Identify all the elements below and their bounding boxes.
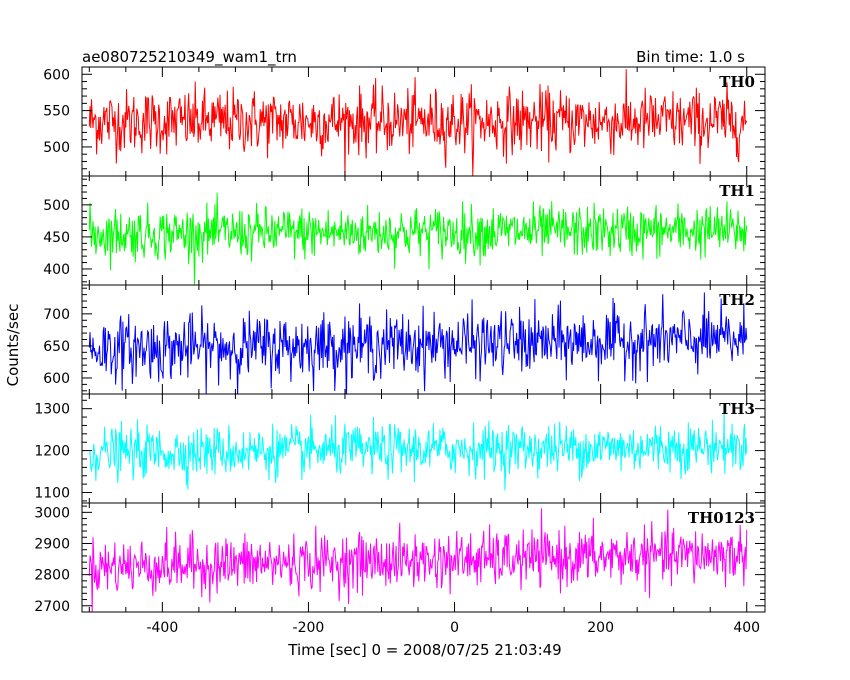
x-tick-label: -400 [146,620,178,636]
chart-title: ae080725210349_wam1_trn [82,48,297,67]
y-tick-label: 700 [43,307,70,323]
y-tick-label: 1300 [34,402,70,418]
x-axis-label: Time [sec] 0 = 2008/07/25 21:03:49 [287,641,561,659]
y-tick-label: 500 [43,140,70,156]
y-tick-label: 2700 [34,599,70,615]
y-tick-label: 400 [43,262,70,278]
panel-label: TH0 [719,73,755,91]
bin-time-label: Bin time: 1.0 s [636,48,745,66]
panel-th2: 600 650 700 TH2 [43,284,766,395]
panel-label: TH1 [719,182,755,200]
panels-group: 500 550 600 TH0 400 450 500 TH1 600 650 700 TH2 1100… [34,66,766,636]
y-tick-label: 1100 [34,486,70,502]
panel-label: TH0123 [688,509,755,527]
panel-th0123: 2700 2800 2900 3000 TH0123 [34,502,766,615]
y-tick-label: 3000 [34,505,70,521]
y-tick-label: 500 [43,198,70,214]
y-tick-label: 2900 [34,536,70,552]
panel-frame [81,502,766,613]
x-tick-label: 0 [450,620,459,636]
series-th0123 [88,508,748,612]
y-tick-label: 1200 [34,444,70,460]
y-tick-label: 600 [43,67,70,83]
panel-th0: 500 550 600 TH0 [43,66,766,177]
panel-label: TH3 [719,400,755,418]
y-tick-label: 550 [43,104,70,120]
x-tick-label: 200 [587,620,614,636]
series-th1 [88,192,748,285]
x-tick-label: 400 [733,620,760,636]
y-tick-label: 450 [43,230,70,246]
series-th2 [88,292,748,394]
y-tick-label: 600 [43,371,70,387]
x-tick-label: -200 [293,620,325,636]
y-tick-label: 2800 [34,568,70,584]
panel-th1: 400 450 500 TH1 [43,175,766,286]
panel-th3: 1100 1200 1300 TH3 [34,393,766,504]
series-th3 [88,411,748,491]
y-axis-label: Counts/sec [4,304,22,387]
series-th0 [88,69,748,176]
y-tick-label: 650 [43,339,70,355]
panel-label: TH2 [719,291,755,309]
